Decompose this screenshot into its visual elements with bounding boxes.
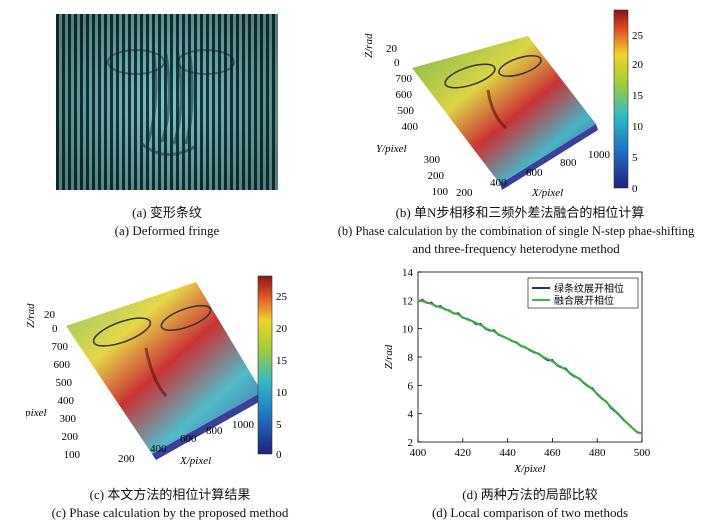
colorbar-tick-b: 20 (632, 59, 644, 71)
series-line-1 (417, 298, 642, 434)
y-tick-b: 700 (396, 73, 413, 85)
y-tick-b: 100 (432, 186, 449, 198)
caption-b-en-1: (b) Phase calculation by the combination… (337, 224, 695, 238)
caption-d-en: (d) Local comparison of two methods (431, 505, 629, 520)
y-tick-b: 500 (398, 105, 415, 117)
phase-surface-c: Z/rad 20 0 700 600 500 400 300 200 100 Y… (16, 275, 288, 467)
colorbar-ticks-c: 25 20 15 10 5 0 (276, 291, 288, 461)
z-tick-c-0: 0 (52, 323, 58, 335)
colorbar-b (613, 9, 629, 189)
y-tick-label: 14 (402, 267, 414, 279)
caption-b-cn: (b) 单N步相移和三频外差法融合的相位计算 (395, 205, 645, 220)
x-tick-c: 400 (150, 443, 167, 455)
x-tick-b: 800 (560, 157, 577, 169)
x-tick-label: 500 (634, 447, 651, 459)
x-tick-c: 600 (180, 433, 197, 445)
x-tick-b: 1000 (588, 149, 611, 161)
z-tick-c-20: 20 (44, 309, 56, 321)
x-tick-c: 800 (206, 425, 223, 437)
colorbar-tick-c: 0 (276, 449, 282, 461)
caption-d-cn: (d) 两种方法的局部比较 (462, 487, 598, 502)
y-tick-c: 600 (54, 359, 71, 371)
colorbar-tick-c: 20 (276, 323, 288, 335)
panel-a (56, 14, 278, 190)
y-ticks-c: 700 600 500 400 300 200 100 (52, 341, 81, 461)
x-tick-c: 200 (118, 453, 135, 465)
colorbar-tick-c: 15 (276, 355, 288, 367)
x-ticks-c: 200 400 600 800 1000 (118, 419, 255, 465)
colorbar-tick-c: 10 (276, 387, 288, 399)
y-tick-b: 200 (428, 170, 445, 182)
caption-a-cn: (a) 变形条纹 (132, 205, 202, 220)
y-tick-c: 300 (60, 413, 77, 425)
caption-b-en-2: and three-frequency heterodyne method (412, 241, 620, 256)
caption-c-en: (c) Phase calculation by the proposed me… (51, 505, 289, 520)
local-comparison-chart: 400 420 440 460 480 500 2 4 6 8 10 12 14 X/pixel Z/rad… (383, 267, 651, 475)
colorbar-tick-c: 5 (276, 419, 282, 431)
x-tick-label: 440 (499, 447, 516, 459)
y-tick-label: 4 (408, 409, 414, 421)
colorbar-c (257, 275, 273, 455)
colorbar-tick-b: 0 (632, 183, 638, 195)
y-tick-label: 12 (402, 295, 413, 307)
x-ticks-b: 200 400 600 800 1000 (456, 149, 611, 199)
y-tick-c: 400 (58, 395, 75, 407)
phase-surface-b: Z/rad 20 0 700 600 500 400 300 200 100 Y… (363, 9, 644, 199)
y-ticks-b: 700 600 500 400 300 200 100 (396, 73, 449, 198)
x-tick-b: 200 (456, 187, 473, 198)
y-tick-c: 200 (62, 431, 79, 443)
panel-b: Z/rad 20 0 700 600 500 400 300 200 100 Y… (360, 6, 650, 199)
deformed-fringe-image (56, 14, 278, 190)
x-tick-label: 460 (544, 447, 561, 459)
colorbar-tick-c: 25 (276, 291, 288, 303)
y-tick-label: 2 (408, 437, 414, 449)
x-tick-b: 600 (526, 167, 543, 179)
colorbar-tick-b: 10 (632, 121, 644, 133)
y-tick-label: 10 (402, 324, 414, 336)
y-tick-b: 600 (396, 89, 413, 101)
legend-label-2: 融合展开相位 (554, 294, 614, 307)
y-axis-label: Z/rad (383, 344, 395, 369)
y-axis-label-b: Y/pixel (376, 143, 407, 155)
colorbar-ticks-b: 25 20 15 10 5 0 (632, 30, 644, 195)
y-tick-b: 400 (402, 121, 419, 133)
x-tick-label: 480 (589, 447, 606, 459)
y-tick-label: 8 (408, 352, 414, 364)
z-tick-b-0: 0 (394, 57, 400, 69)
y-tick-c: 500 (56, 377, 73, 389)
z-axis-label-b: Z/rad (363, 33, 375, 58)
colorbar-tick-b: 25 (632, 30, 644, 42)
y-tick-label: 6 (408, 380, 414, 392)
y-axis-label-c: Y/pixel (26, 407, 47, 419)
legend-box (527, 277, 639, 309)
x-tick-label: 420 (455, 447, 472, 459)
panel-d: 400 420 440 460 480 500 2 4 6 8 10 12 14 X/pixel Z/rad… (380, 264, 680, 482)
z-tick-b-20: 20 (386, 43, 398, 55)
colorbar-tick-b: 5 (632, 152, 638, 164)
colorbar-tick-b: 15 (632, 90, 644, 102)
y-tick-c: 700 (52, 341, 69, 353)
caption-a-en: (a) Deformed fringe (114, 223, 220, 238)
legend-label-1: 绿条纹展开相位 (554, 282, 624, 295)
y-tick-c: 100 (64, 449, 81, 461)
caption-c-cn: (c) 本文方法的相位计算结果 (89, 487, 251, 502)
panel-c: Z/rad 20 0 700 600 500 400 300 200 100 Y… (16, 268, 326, 468)
x-axis-label: X/pixel (513, 463, 545, 475)
y-tick-b: 300 (424, 154, 441, 166)
z-axis-label-c: Z/rad (26, 303, 37, 328)
x-axis-label-b: X/pixel (531, 187, 563, 198)
x-axis-label-c: X/pixel (179, 455, 211, 467)
x-tick-b: 400 (490, 177, 507, 189)
series-line-2 (418, 299, 643, 435)
x-tick-label: 400 (410, 447, 427, 459)
x-tick-c: 1000 (232, 419, 255, 431)
